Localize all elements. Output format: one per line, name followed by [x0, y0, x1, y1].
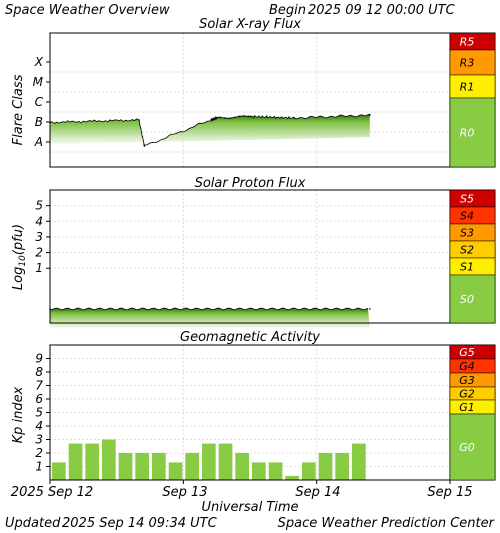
kp-scale-label-g3: G3 [459, 374, 475, 387]
xray-scale-label-r0: R0 [460, 127, 475, 140]
proton-scale-label-s4: S4 [460, 210, 474, 223]
kp-bar-18 [352, 443, 366, 480]
kp-y-tick-label: 5 [35, 406, 43, 420]
xray-y-tick-label: B [35, 115, 43, 129]
header-begin-value: 2025 09 12 00:00 UTC [308, 3, 456, 18]
kp-bar-11 [235, 453, 249, 480]
xray-point-5 [249, 115, 251, 118]
header-begin-label: Begin [269, 3, 306, 18]
kp-y-tick-label: 3 [35, 433, 43, 447]
xray-scale-label-r3: R3 [460, 57, 475, 70]
kp-bar-7 [168, 462, 183, 480]
proton-scale-cell-s0 [449, 274, 496, 324]
proton-scale-label-s0: S0 [460, 293, 474, 306]
xray-scale-cell-r0 [449, 97, 496, 168]
proton-scale-label-s5: S5 [460, 193, 474, 206]
proton-scale-label-s3: S3 [460, 227, 474, 240]
xray-point-7 [369, 114, 371, 116]
xray-point-3 [210, 119, 212, 121]
proton-y-tick-label: 5 [35, 199, 43, 213]
xray-frame [49, 32, 496, 168]
geomag-title: Geomagnetic Activity [180, 330, 320, 345]
xray-ylabel: Flare Class [11, 74, 26, 145]
xray-flux-fill [50, 113, 370, 146]
proton-ylabel: Log10(pfu) [11, 224, 28, 290]
kp-bar-16 [318, 453, 333, 480]
xray-flux-line [49, 113, 370, 147]
kp-scale-label-g2: G2 [459, 388, 475, 401]
xray-title: Solar X-ray Flux [199, 17, 301, 32]
kp-y-tick-label: 8 [35, 365, 43, 379]
kp-y-tick-label: 9 [35, 352, 43, 366]
xray-y-tick-label: C [35, 95, 44, 109]
kp-scale-label-g5: G5 [459, 346, 475, 359]
xray-scale-cell-r3 [449, 49, 496, 76]
kp-y-tick-label: 6 [35, 392, 43, 406]
proton-flux-line [49, 307, 369, 311]
x-tick-label-sep12: 2025 Sep 12 [11, 485, 93, 500]
proton-scale-label-s2: S2 [460, 244, 474, 257]
xray-scale-label-r5: R5 [460, 36, 475, 49]
header-title: Space Weather Overview [5, 3, 170, 18]
kp-bar-13 [268, 462, 283, 480]
x-tick-label-sep14: Sep 14 [295, 485, 340, 500]
kp-scale-cell-g0 [449, 413, 496, 481]
kp-y-tick-label: 1 [35, 460, 43, 474]
proton-scale-label-s1: S1 [460, 261, 474, 274]
x-tick-label-sep15: Sep 15 [427, 485, 472, 500]
xray-point-2 [143, 145, 146, 147]
xray-point-4 [215, 117, 218, 119]
proton-flux-fill [50, 308, 370, 329]
kp-y-tick-label: 7 [35, 379, 43, 393]
geomag-ylabel: Kp index [11, 386, 26, 443]
kp-bar-12 [252, 462, 266, 480]
proton-y-tick-label: 2 [35, 246, 43, 260]
xray-point-6 [293, 117, 296, 119]
kp-scale-label-g4: G4 [459, 360, 475, 373]
xray-scale-label-r1: R1 [460, 81, 475, 94]
kp-bar-3 [102, 439, 116, 480]
footer-updated-label: Updated [5, 516, 61, 531]
xray-y-tick-label: X [34, 55, 44, 69]
footer-credit: Space Weather Prediction Center [278, 516, 496, 531]
xray-point-1 [138, 119, 140, 121]
x-axis-label: Universal Time [201, 500, 298, 515]
proton-y-tick-label: 1 [35, 261, 43, 275]
kp-bar-1 [68, 443, 83, 480]
kp-bar-6 [152, 453, 166, 480]
kp-bar-10 [218, 443, 233, 480]
kp-bar-4 [118, 453, 133, 480]
kp-bar-8 [185, 453, 199, 480]
kp-scale-label-g1: G1 [459, 401, 475, 414]
kp-bar-5 [135, 453, 149, 480]
proton-point-1 [369, 308, 371, 310]
kp-scale-label-g0: G0 [459, 441, 475, 454]
proton-y-tick-label: 3 [35, 230, 43, 244]
kp-bar-14 [285, 475, 299, 480]
footer-updated-value: 2025 Sep 14 09:34 UTC [62, 516, 218, 531]
proton-title: Solar Proton Flux [195, 176, 306, 191]
kp-bar-15 [302, 462, 316, 480]
kp-frame [49, 344, 496, 481]
kp-bar-9 [202, 443, 216, 480]
kp-y-tick-label: 4 [35, 419, 43, 433]
xray-y-tick-label: M [33, 75, 44, 89]
x-tick-label-sep13: Sep 13 [162, 485, 207, 500]
xray-y-tick-label: A [34, 135, 43, 149]
kp-bar-17 [335, 453, 349, 480]
kp-y-tick-label: 2 [35, 446, 43, 460]
kp-bar-0 [52, 462, 66, 480]
proton-frame [49, 189, 496, 324]
kp-bar-2 [85, 443, 99, 480]
proton-y-tick-label: 4 [35, 214, 43, 228]
